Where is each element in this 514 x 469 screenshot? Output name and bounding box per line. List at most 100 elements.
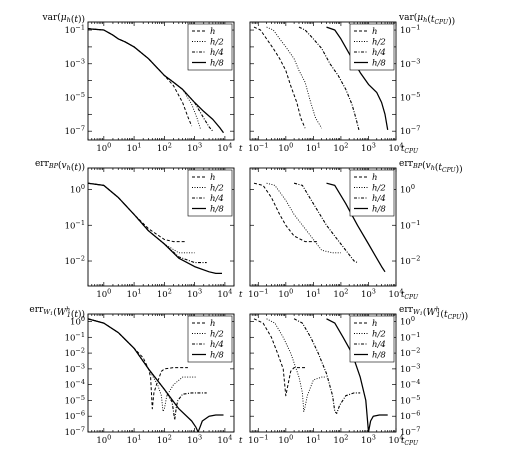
x-tick-label: 103: [187, 288, 202, 301]
legend-entry: h: [372, 319, 377, 329]
x-axis-label: t: [239, 144, 243, 154]
x-tick-label: 103: [361, 142, 376, 155]
y-tick-label: 10−3: [400, 362, 420, 375]
series-line-h-over-4: [298, 26, 360, 131]
series-line-h: [253, 318, 306, 397]
y-axis-label: errW1(Wh 1(t)): [29, 305, 85, 320]
plot-frame: [87, 313, 235, 433]
x-tick-label: 101: [127, 288, 142, 301]
y-tick-label: 10−2: [65, 255, 85, 268]
y-tick-label: 100: [70, 183, 85, 196]
legend-entry: h/8: [210, 351, 224, 361]
legend-entry: h/4: [372, 340, 386, 350]
y-tick-label: 10−5: [65, 394, 85, 407]
y-axis-label: errBP(vh(t)): [35, 159, 85, 173]
legend-entry: h: [210, 173, 215, 183]
x-tick-label: 100: [278, 434, 293, 447]
y-tick-label: 10−6: [400, 410, 420, 423]
x-axis-label: tCPU: [401, 290, 419, 301]
y-tick-label: 10−7: [400, 125, 420, 138]
y-tick-label: 100: [70, 315, 85, 328]
series-line-h-over-4: [88, 28, 214, 132]
y-tick-label: 100: [400, 315, 415, 328]
y-tick-label: 10−5: [400, 394, 420, 407]
y-tick-label: 10−1: [65, 24, 85, 37]
series-line-h-over-2: [88, 28, 202, 131]
series-line-h-over-8: [326, 182, 386, 273]
chart-a: 100 101 102 103 104 t 10−1 10−3 10−5 10−7 var(μh(t…: [42, 12, 244, 154]
x-tick-label: 101: [306, 434, 321, 447]
legend-entry: h/4: [210, 194, 224, 204]
x-tick-label: 104: [389, 142, 404, 155]
x-axis-label: t: [239, 290, 243, 300]
y-tick-label: 10−3: [65, 57, 85, 70]
x-tick-label: 102: [333, 288, 348, 301]
y-tick-label: 10−2: [400, 347, 420, 360]
legend-entry: h: [372, 173, 377, 183]
y-tick-label: 10−1: [400, 219, 420, 232]
legend-entry: h/2: [372, 184, 386, 194]
series-group: [253, 26, 389, 131]
legend-entry: h/4: [210, 340, 224, 350]
y-tick-label: 10−1: [65, 331, 85, 344]
x-tick-label: 104: [389, 288, 404, 301]
legend-entry: h: [372, 27, 377, 37]
x-tick-label: 10−1: [248, 434, 268, 447]
x-tick-label: 100: [278, 288, 293, 301]
legend-entry: h/8: [372, 205, 386, 215]
legend-entry: h/8: [210, 59, 224, 69]
y-tick-label: 10−5: [400, 91, 420, 104]
y-axis-label: errBP(vh(tCPU)): [399, 159, 463, 175]
series-line-h-over-2: [88, 182, 195, 254]
series-line-h-over-8: [326, 26, 389, 131]
x-tick-label: 104: [217, 434, 232, 447]
series-line-h: [88, 182, 186, 243]
series-line-h: [253, 182, 319, 243]
series-line-h: [88, 318, 188, 410]
x-tick-label: 102: [333, 434, 348, 447]
legend-entry: h/2: [210, 330, 224, 340]
legend: hh/2h/4h/8: [187, 315, 233, 363]
chart-c: 100 101 102 103 104 t 100 10−1 10−2 errBP(vh(t)) h…: [35, 159, 243, 300]
x-tick-label: 102: [157, 288, 172, 301]
y-tick-label: 10−3: [400, 57, 420, 70]
x-tick-label: 10−1: [248, 288, 268, 301]
series-line-h-over-2: [266, 318, 327, 412]
series-line-h-over-8: [88, 318, 224, 432]
series-line-h-over-8: [88, 182, 222, 275]
y-tick-label: 10−1: [400, 24, 420, 37]
x-tick-label: 102: [157, 142, 172, 155]
plot-frame: [87, 167, 235, 287]
legend-entry: h/2: [372, 330, 386, 340]
x-tick-label: 103: [187, 434, 202, 447]
series-line-h-over-2: [266, 26, 323, 129]
x-tick-label: 103: [361, 288, 376, 301]
series-group: [253, 182, 386, 273]
legend-entry: h/8: [210, 205, 224, 215]
legend-entry: h/2: [210, 184, 224, 194]
y-tick-label: 10−1: [65, 219, 85, 232]
series-line-h-over-2: [266, 182, 341, 254]
series-group: [253, 318, 388, 432]
x-tick-label: 100: [96, 142, 111, 155]
x-tick-label: 100: [278, 142, 293, 155]
y-tick-label: 10−7: [65, 426, 85, 439]
legend-entry: h/2: [210, 38, 224, 48]
legend: hh/2h/4h/8: [349, 169, 395, 217]
series-line-h-over-2: [88, 318, 197, 412]
y-tick-label: 10−7: [400, 426, 420, 439]
y-tick-label: 10−1: [400, 331, 420, 344]
x-tick-label: 101: [306, 142, 321, 155]
legend-entry: h/2: [372, 38, 386, 48]
series-line-h-over-4: [293, 318, 361, 414]
x-tick-label: 101: [127, 434, 142, 447]
legend-entry: h/8: [372, 351, 386, 361]
series-line-h-over-4: [293, 182, 358, 264]
x-tick-label: 104: [217, 288, 232, 301]
legend: hh/2h/4h/8: [187, 23, 233, 71]
y-axis-label: var(μh(t)): [42, 12, 86, 25]
legend: hh/2h/4h/8: [187, 169, 233, 217]
